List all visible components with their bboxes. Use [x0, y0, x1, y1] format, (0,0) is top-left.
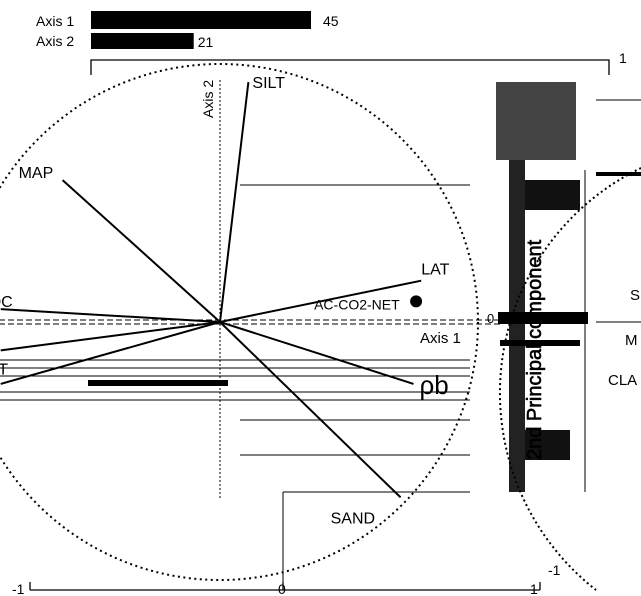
- eig-bar-1: [91, 11, 311, 29]
- vector-4: [0, 308, 221, 323]
- vector-label-7: ρb: [420, 370, 449, 400]
- vector-5: [0, 321, 221, 352]
- axis-1-label: Axis 1: [420, 330, 461, 347]
- eig-bar-2: [91, 33, 194, 49]
- eig-label-1: Axis 1: [36, 13, 74, 29]
- main-plot: Axis 1 Axis 2 0 SILTMAPLATOCATYρbSAND AC…: [0, 63, 500, 590]
- right-label-s: S: [630, 287, 640, 304]
- vector-7: [219, 321, 414, 385]
- eig-value-1: 45: [323, 13, 339, 29]
- eigenvalue-bars: Axis 1 45 Axis 2 21: [36, 11, 339, 50]
- stripe-artifacts: [0, 184, 470, 590]
- right-label-m: M: [625, 332, 638, 349]
- x-tick-1: 1: [530, 581, 538, 596]
- top-right-tick-label: 1: [619, 50, 627, 66]
- vector-label-4: OC: [0, 294, 13, 311]
- vector-label-1: SILT: [252, 75, 285, 92]
- vector-label-3: LAT: [421, 262, 449, 279]
- correlation-circle: [0, 63, 479, 581]
- right-panel: S M CLA -1: [499, 167, 641, 591]
- vector-label-8: SAND: [331, 510, 375, 527]
- axis-zero-label: 0: [487, 311, 494, 326]
- vector-label-2: MAP: [19, 165, 54, 182]
- side-panel: 2nd Principal component: [496, 82, 641, 492]
- vector-8: [219, 321, 402, 499]
- vector-3: [219, 279, 422, 323]
- vector-6: [0, 321, 221, 385]
- x-tick-0: 0: [278, 581, 286, 596]
- eig-value-2: 21: [198, 34, 214, 50]
- right-tick-neg1: -1: [548, 562, 561, 578]
- vector-label-5: AT: [0, 361, 8, 378]
- side-axis-label: 2nd Principal component: [524, 239, 546, 460]
- x-tick-neg1: -1: [12, 581, 25, 596]
- vector-1: [219, 81, 250, 323]
- vector-2: [61, 179, 221, 323]
- point-marker-1: [410, 295, 423, 308]
- axis-1-line: [0, 319, 500, 325]
- axis-2-label: Axis 2: [200, 80, 216, 118]
- eig-label-2: Axis 2: [36, 33, 74, 49]
- point-label-1: AC-CO2-NET: [314, 296, 400, 312]
- right-label-cla: CLA: [608, 372, 637, 389]
